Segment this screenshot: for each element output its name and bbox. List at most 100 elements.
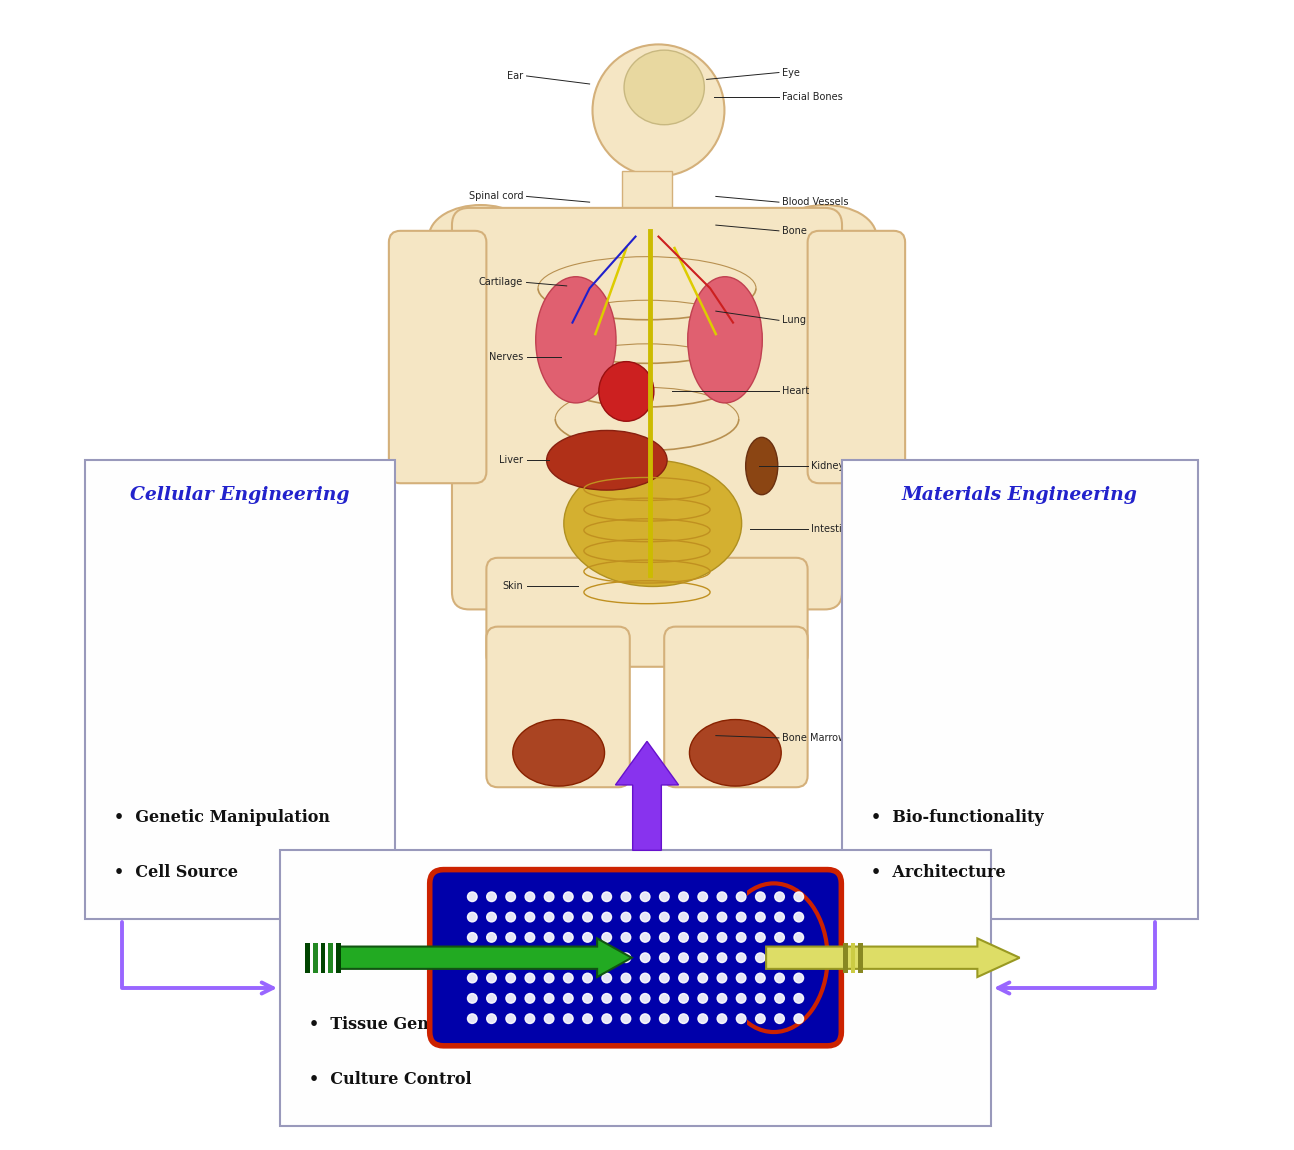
Circle shape [487,953,497,963]
Circle shape [902,645,912,656]
Circle shape [775,973,784,983]
Circle shape [217,723,225,731]
Circle shape [756,933,765,942]
Circle shape [902,552,912,562]
FancyBboxPatch shape [280,850,991,1126]
Circle shape [717,1014,727,1024]
Circle shape [506,973,515,983]
Text: Intestine: Intestine [811,524,854,534]
Text: •  Architecture: • Architecture [871,864,1005,881]
Circle shape [1020,668,1030,678]
Text: Ear: Ear [507,71,523,80]
Ellipse shape [536,277,616,402]
Circle shape [487,933,497,942]
Circle shape [991,552,1002,562]
Circle shape [621,973,630,983]
Circle shape [621,933,630,942]
Ellipse shape [774,205,876,268]
Circle shape [1095,668,1105,678]
Circle shape [775,892,784,902]
Circle shape [582,1014,593,1024]
Circle shape [1005,668,1016,678]
Circle shape [641,1014,650,1024]
Circle shape [563,973,573,983]
Circle shape [795,953,804,963]
Circle shape [991,668,1002,678]
Circle shape [1005,575,1016,585]
Circle shape [525,973,534,983]
Circle shape [1079,552,1090,562]
Circle shape [679,892,688,902]
Circle shape [961,645,972,656]
Circle shape [1049,575,1060,585]
Circle shape [916,621,927,631]
Circle shape [697,892,708,902]
Circle shape [582,994,593,1003]
Circle shape [216,656,224,664]
Circle shape [563,1014,573,1024]
Circle shape [717,994,727,1003]
Circle shape [487,1014,497,1024]
Circle shape [1049,645,1060,656]
Circle shape [961,575,972,585]
Circle shape [795,933,804,942]
Circle shape [1109,668,1119,678]
Circle shape [1020,575,1030,585]
Ellipse shape [430,205,532,268]
Circle shape [736,953,745,963]
Circle shape [991,621,1002,631]
Circle shape [1124,668,1135,678]
Circle shape [1139,621,1149,631]
Circle shape [545,1014,554,1024]
FancyBboxPatch shape [452,208,842,610]
Circle shape [697,994,708,1003]
Circle shape [487,912,497,922]
Circle shape [932,598,942,608]
Circle shape [1079,645,1090,656]
Circle shape [582,973,593,983]
Circle shape [902,575,912,585]
Circle shape [679,994,688,1003]
Circle shape [886,552,897,562]
FancyArrow shape [338,938,631,978]
Circle shape [1109,621,1119,631]
Circle shape [886,598,897,608]
FancyBboxPatch shape [807,231,905,483]
Circle shape [1095,552,1105,562]
Bar [858,943,863,973]
Circle shape [1139,552,1149,562]
Circle shape [247,643,254,650]
Circle shape [1065,668,1075,678]
Circle shape [563,912,573,922]
Circle shape [886,668,897,678]
Circle shape [1020,598,1030,608]
Circle shape [660,892,669,902]
Text: Cartilage: Cartilage [479,277,523,288]
Circle shape [916,598,927,608]
Circle shape [1079,621,1090,631]
Circle shape [563,892,573,902]
FancyBboxPatch shape [842,460,1198,919]
Circle shape [467,973,477,983]
Circle shape [487,994,497,1003]
Circle shape [916,668,927,678]
Circle shape [545,953,554,963]
FancyBboxPatch shape [487,627,630,788]
Circle shape [795,994,804,1003]
Text: Nerves: Nerves [489,352,523,362]
Circle shape [946,575,956,585]
Circle shape [1109,552,1119,562]
Circle shape [621,994,630,1003]
Circle shape [1035,645,1046,656]
FancyBboxPatch shape [430,869,841,1045]
Circle shape [991,645,1002,656]
Circle shape [545,973,554,983]
Circle shape [932,645,942,656]
Circle shape [641,933,650,942]
Circle shape [697,953,708,963]
Circle shape [230,688,238,695]
Circle shape [202,677,210,685]
Circle shape [1005,621,1016,631]
Circle shape [245,685,252,692]
Circle shape [697,912,708,922]
